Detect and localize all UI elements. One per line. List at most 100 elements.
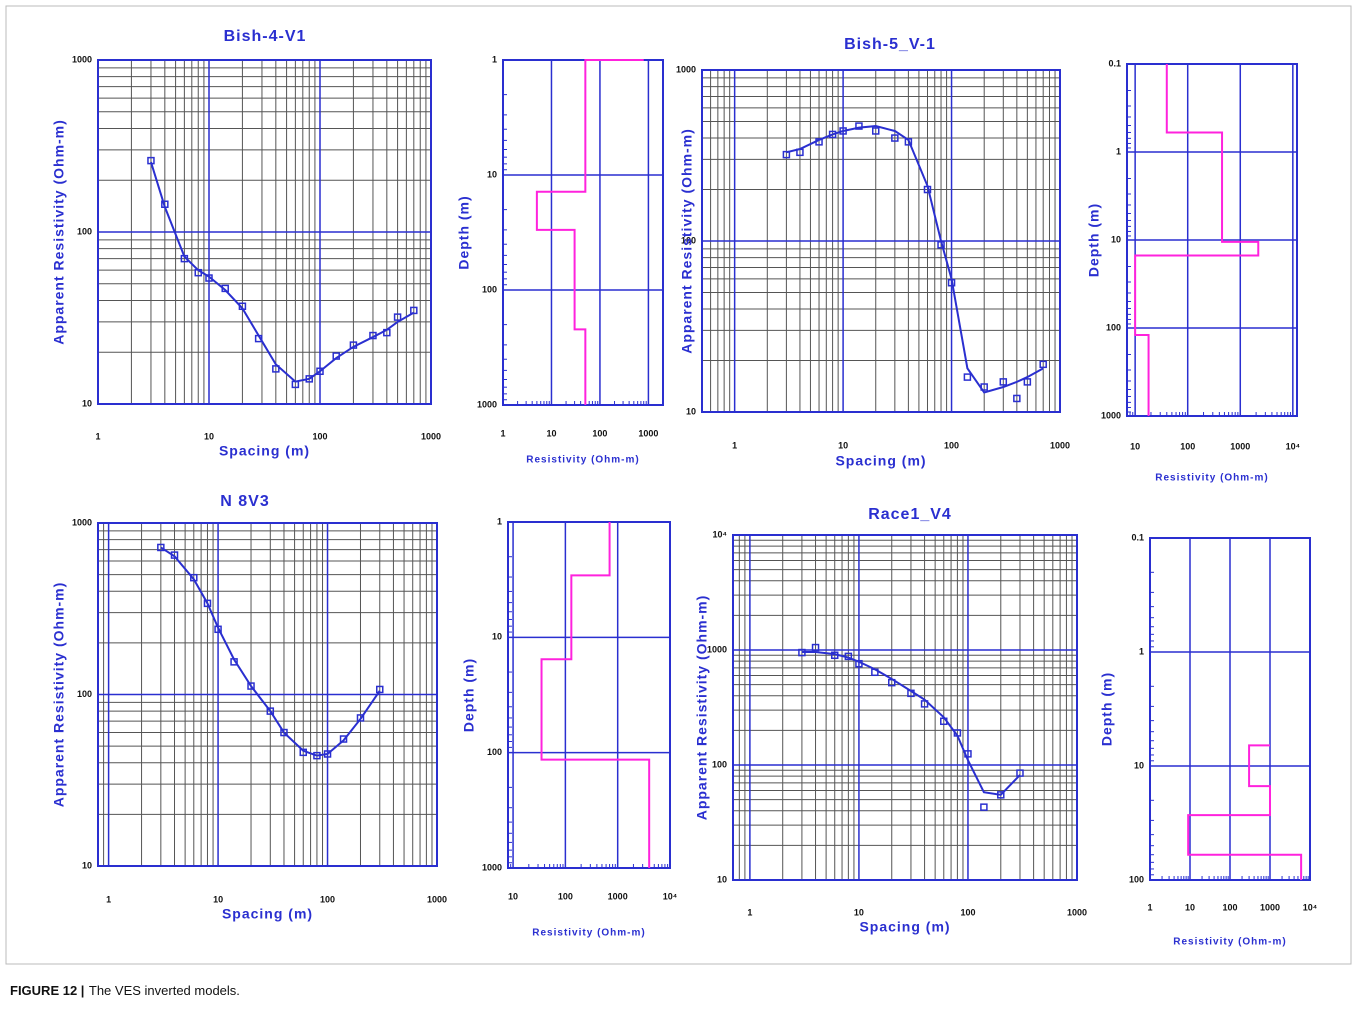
y-tick-label: 100 [1129, 874, 1144, 884]
y-axis-label: Depth (m) [461, 658, 477, 732]
y-tick-label: 100 [487, 747, 502, 757]
x-tick-label: 100 [960, 907, 975, 917]
data-point [280, 728, 288, 737]
x-tick-label: 1 [1147, 902, 1152, 912]
plot-border [507, 521, 671, 869]
x-tick-label: 10 [508, 891, 518, 901]
y-tick-label: 100 [482, 284, 497, 294]
x-tick-label: 10 [546, 428, 556, 438]
y-axis-label: Apparent Resistivity (Ohm-m) [51, 119, 67, 345]
x-tick-label: 1000 [608, 891, 628, 901]
y-tick-label: 1 [492, 54, 497, 64]
x-tick-label: 1 [732, 440, 737, 450]
chart: 10 100 1000 10⁴ 0.1 1 10 100 1000 Resistivity (Oh… [1086, 58, 1300, 483]
chart: 1 10 100 1000 10 100 1000 Bish-4-V1 Spacing (m) A… [51, 28, 441, 458]
y-tick-label: 1 [1116, 146, 1121, 156]
data-point [356, 714, 365, 722]
y-tick-label: 1000 [482, 862, 502, 872]
y-axis-label: Depth (m) [1099, 672, 1115, 746]
x-tick-label: 1000 [1050, 440, 1070, 450]
plot-border [1149, 537, 1311, 881]
chart: 1 10 100 1000 10⁴ 0.1 1 10 100 Resistivity (Ohm-m… [1099, 532, 1318, 947]
chart: 1 10 100 1000 10 100 1000 N 8V3 Spacing (m) Appar… [51, 493, 447, 921]
plot-border [502, 59, 664, 406]
caption-text: The VES inverted models. [89, 983, 240, 998]
data-point [963, 373, 972, 381]
y-axis-label: Depth (m) [1086, 203, 1102, 277]
series-line [801, 651, 1021, 796]
y-axis-label: Depth (m) [456, 195, 472, 269]
y-tick-label: 1000 [676, 64, 696, 74]
series-line [1187, 744, 1303, 880]
caption-figure: FIGURE 12 | [10, 983, 84, 998]
chart-title: N 8V3 [220, 493, 269, 510]
y-tick-label: 100 [77, 226, 92, 236]
series-line [786, 125, 1044, 394]
x-tick-label: 1000 [1067, 907, 1087, 917]
chart: 1 10 100 1000 10 100 1000 10⁴ Race1_V4 Spacing (m… [694, 506, 1087, 934]
data-point [272, 365, 280, 373]
y-tick-label: 1000 [72, 517, 92, 527]
series-line [540, 522, 651, 868]
x-axis-label: Spacing (m) [835, 453, 926, 469]
y-tick-label: 1000 [1101, 410, 1121, 420]
x-tick-label: 1000 [1230, 441, 1250, 451]
series-line [1134, 64, 1260, 416]
y-tick-label: 10 [492, 632, 502, 642]
y-tick-label: 100 [681, 235, 696, 245]
plot-border [97, 59, 432, 405]
x-tick-label: 100 [592, 428, 607, 438]
frame [5, 5, 1352, 965]
y-tick-label: 0.1 [1108, 58, 1121, 68]
data-point [1039, 360, 1047, 369]
x-tick-label: 100 [944, 440, 959, 450]
x-tick-label: 100 [1222, 902, 1237, 912]
x-tick-label: 10 [1185, 902, 1195, 912]
x-tick-label: 10 [1130, 441, 1140, 451]
data-point [999, 378, 1008, 386]
chart-title: Bish-5_V-1 [844, 36, 936, 53]
data-point [871, 127, 880, 135]
x-axis-label: Resistivity (Ohm-m) [526, 455, 639, 466]
x-axis-label: Spacing (m) [222, 906, 313, 922]
plot-border [97, 522, 438, 867]
x-tick-label: 10 [854, 907, 864, 917]
data-point [266, 707, 275, 715]
y-tick-label: 10 [82, 398, 92, 408]
plot-border [701, 69, 1061, 413]
caption: FIGURE 12 | The VES inverted models. [10, 983, 240, 1000]
y-tick-label: 10 [487, 169, 497, 179]
data-point [157, 543, 165, 552]
data-point [316, 367, 324, 376]
y-tick-label: 1000 [477, 399, 497, 409]
y-tick-label: 10 [1134, 760, 1144, 770]
x-tick-label: 100 [558, 891, 573, 901]
data-point [393, 313, 402, 321]
data-point [811, 643, 820, 652]
plot-border [732, 534, 1078, 881]
x-tick-label: 10 [204, 431, 214, 441]
x-axis-label: Resistivity (Ohm-m) [1173, 937, 1286, 948]
plot-border [1126, 63, 1298, 417]
y-tick-label: 1000 [72, 54, 92, 64]
y-tick-label: 1 [497, 516, 502, 526]
x-tick-label: 10 [213, 894, 223, 904]
y-tick-label: 100 [712, 759, 727, 769]
x-tick-label: 10⁴ [1286, 441, 1300, 451]
x-tick-label: 10⁴ [1303, 902, 1317, 912]
x-axis-label: Spacing (m) [859, 919, 950, 935]
x-tick-label: 1000 [638, 428, 658, 438]
x-tick-label: 1000 [1260, 902, 1280, 912]
y-tick-label: 100 [77, 689, 92, 699]
x-axis-label: Resistivity (Ohm-m) [1155, 473, 1268, 484]
x-tick-label: 1 [95, 431, 100, 441]
y-tick-label: 10 [686, 406, 696, 416]
x-tick-label: 1 [747, 907, 752, 917]
data-point [1013, 394, 1021, 403]
y-axis-label: Apparent Resistivity (Ohm-m) [694, 595, 710, 821]
chart: 1 10 100 1000 1 10 100 1000 Resistivity (Ohm-m) D… [456, 54, 664, 466]
y-tick-label: 0.1 [1131, 532, 1144, 542]
y-tick-label: 10 [717, 874, 727, 884]
x-tick-label: 10 [838, 440, 848, 450]
chart: 1 10 100 1000 10 100 1000 Bish-5_V-1 Spacing (m)… [676, 36, 1070, 468]
